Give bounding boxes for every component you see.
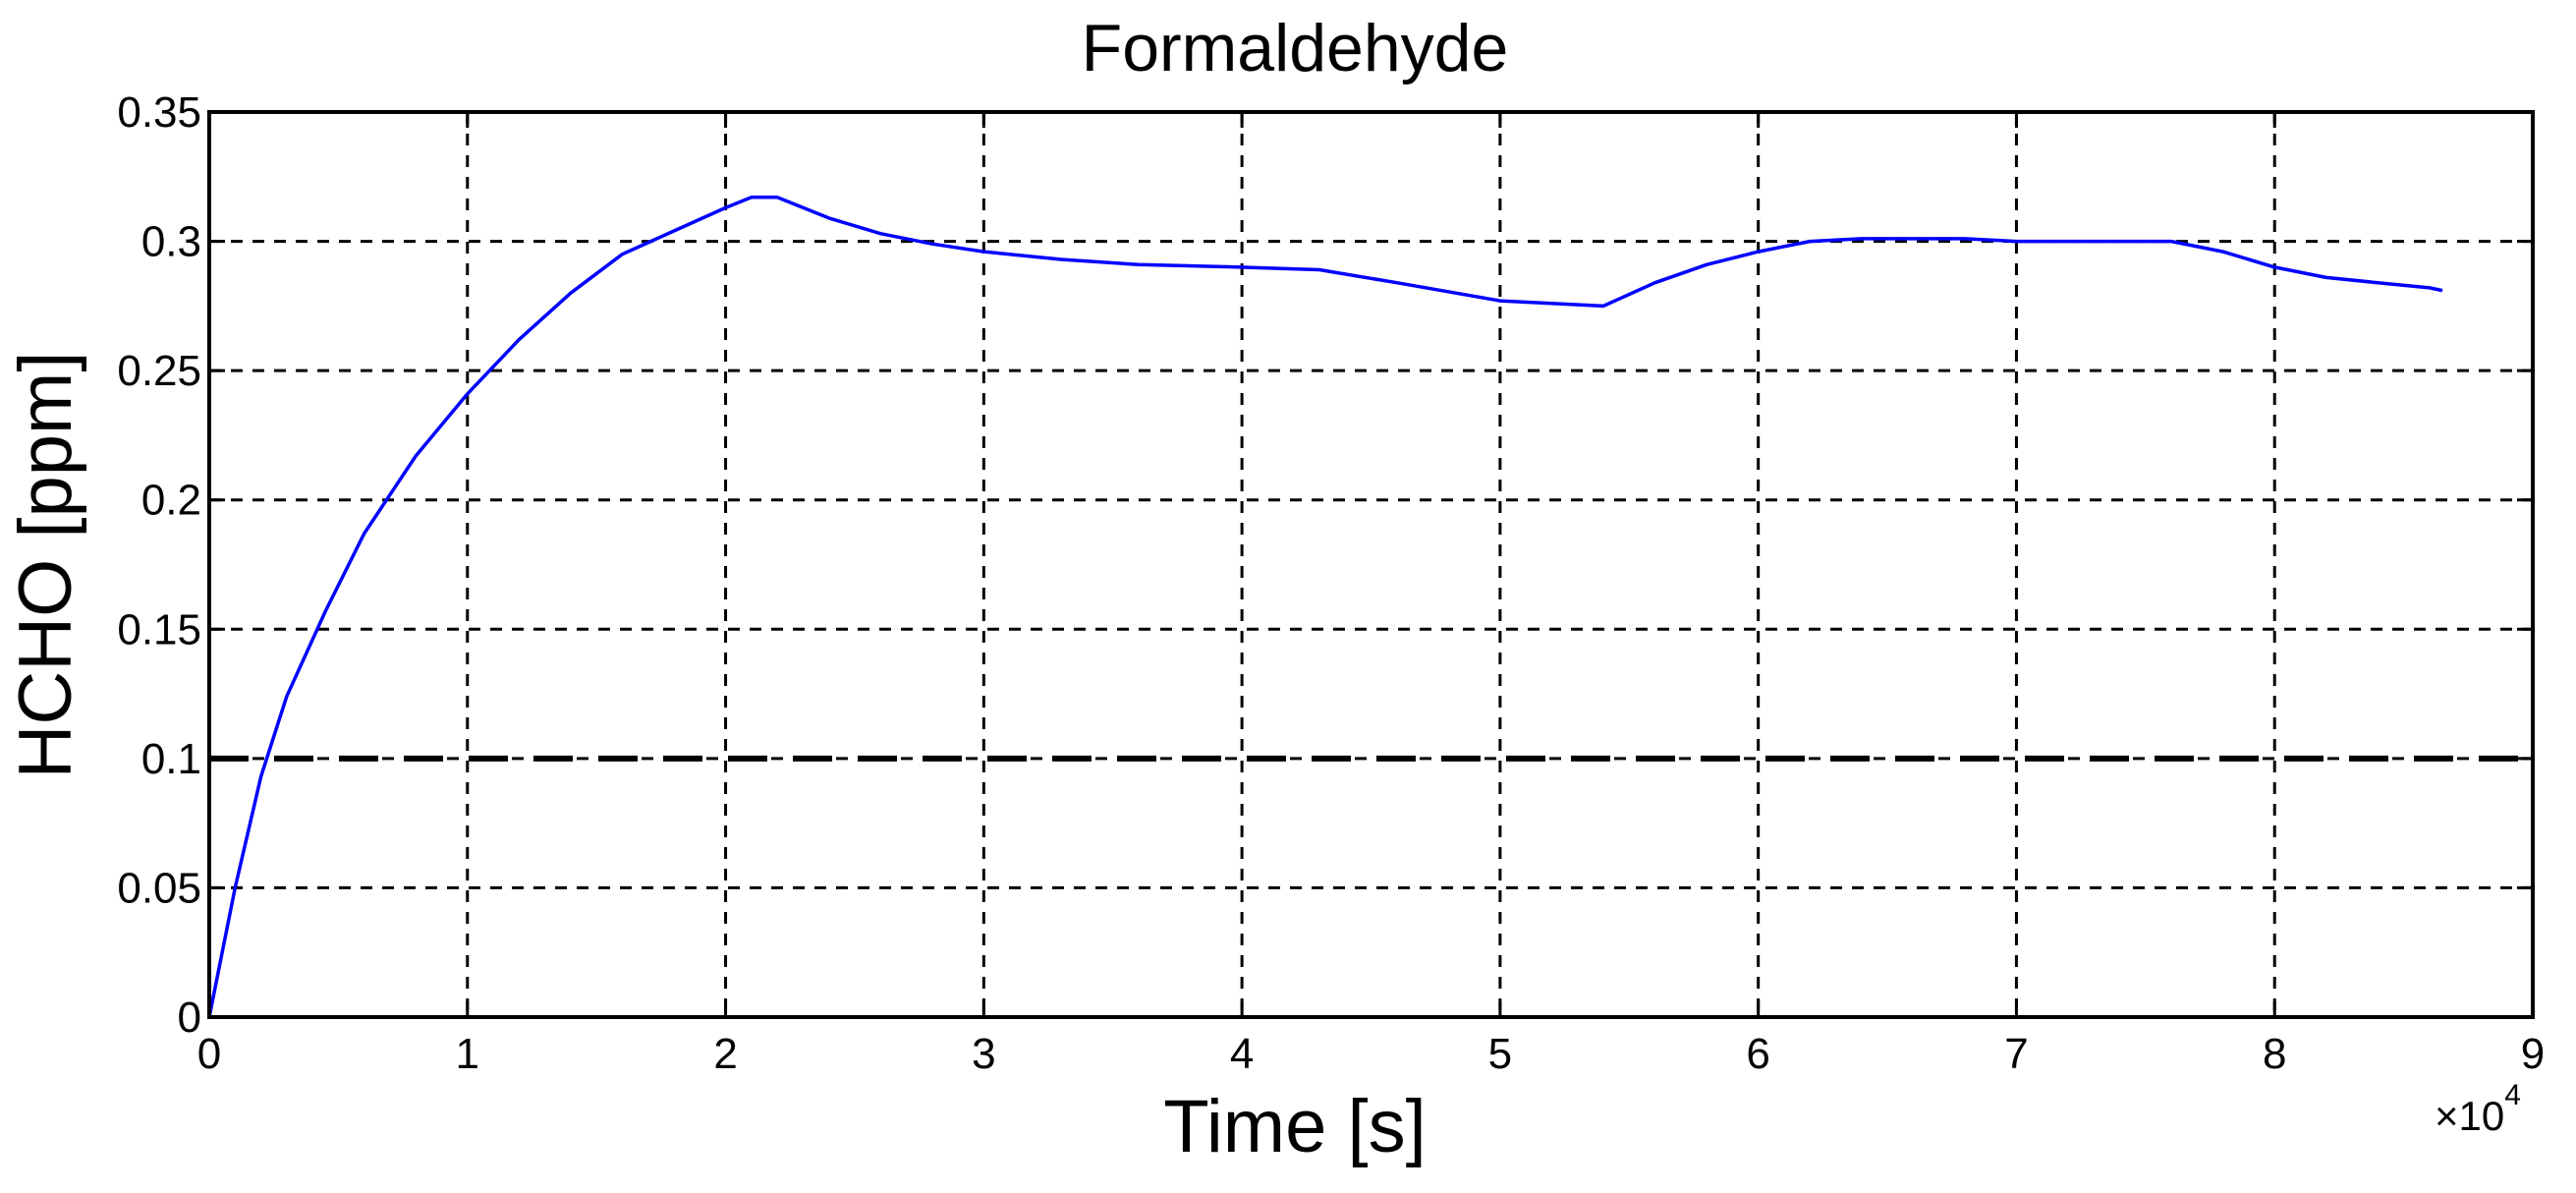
- x-axis-label: Time [s]: [1163, 1085, 1426, 1168]
- x-tick-label: 2: [713, 1030, 737, 1078]
- y-tick-label: 0.1: [141, 735, 201, 783]
- y-tick-label: 0.15: [117, 605, 201, 653]
- x-tick-label: 9: [2521, 1030, 2545, 1078]
- x-tick-label: 1: [456, 1030, 479, 1078]
- x-tick-label: 5: [1488, 1030, 1512, 1078]
- x-tick-label: 0: [197, 1030, 221, 1078]
- y-tick-label: 0.3: [141, 218, 201, 266]
- y-tick-label: 0: [178, 994, 201, 1042]
- x-tick-label: 8: [2263, 1030, 2286, 1078]
- x-axis-multiplier-base: ×10: [2435, 1093, 2504, 1139]
- x-axis-multiplier: ×104: [2435, 1079, 2521, 1139]
- ticks: [207, 110, 2535, 1019]
- y-tick-label: 0.35: [117, 88, 201, 137]
- y-tick-label: 0.05: [117, 864, 201, 912]
- chart-title: Formaldehyde: [1082, 11, 1509, 85]
- x-axis-multiplier-exponent: 4: [2504, 1079, 2521, 1111]
- x-tick-label: 3: [972, 1030, 995, 1078]
- x-tick-label: 7: [2004, 1030, 2028, 1078]
- plot-frame: [207, 110, 2535, 1019]
- y-axis-label: HCHO [ppm]: [4, 352, 87, 779]
- series-group: [207, 196, 2533, 1018]
- y-tick-label: 0.2: [141, 477, 201, 525]
- x-tick-label: 4: [1230, 1030, 1254, 1078]
- hcho-series-line: [207, 196, 2443, 1018]
- y-tick-label: 0.25: [117, 347, 201, 395]
- x-tick-label: 6: [1746, 1030, 1769, 1078]
- tick-labels: 0 1 2 3 4 5 6 7 8 9 0 0.05 0.1 0.15 0.2 0.25 0.3 0.35: [117, 88, 2545, 1078]
